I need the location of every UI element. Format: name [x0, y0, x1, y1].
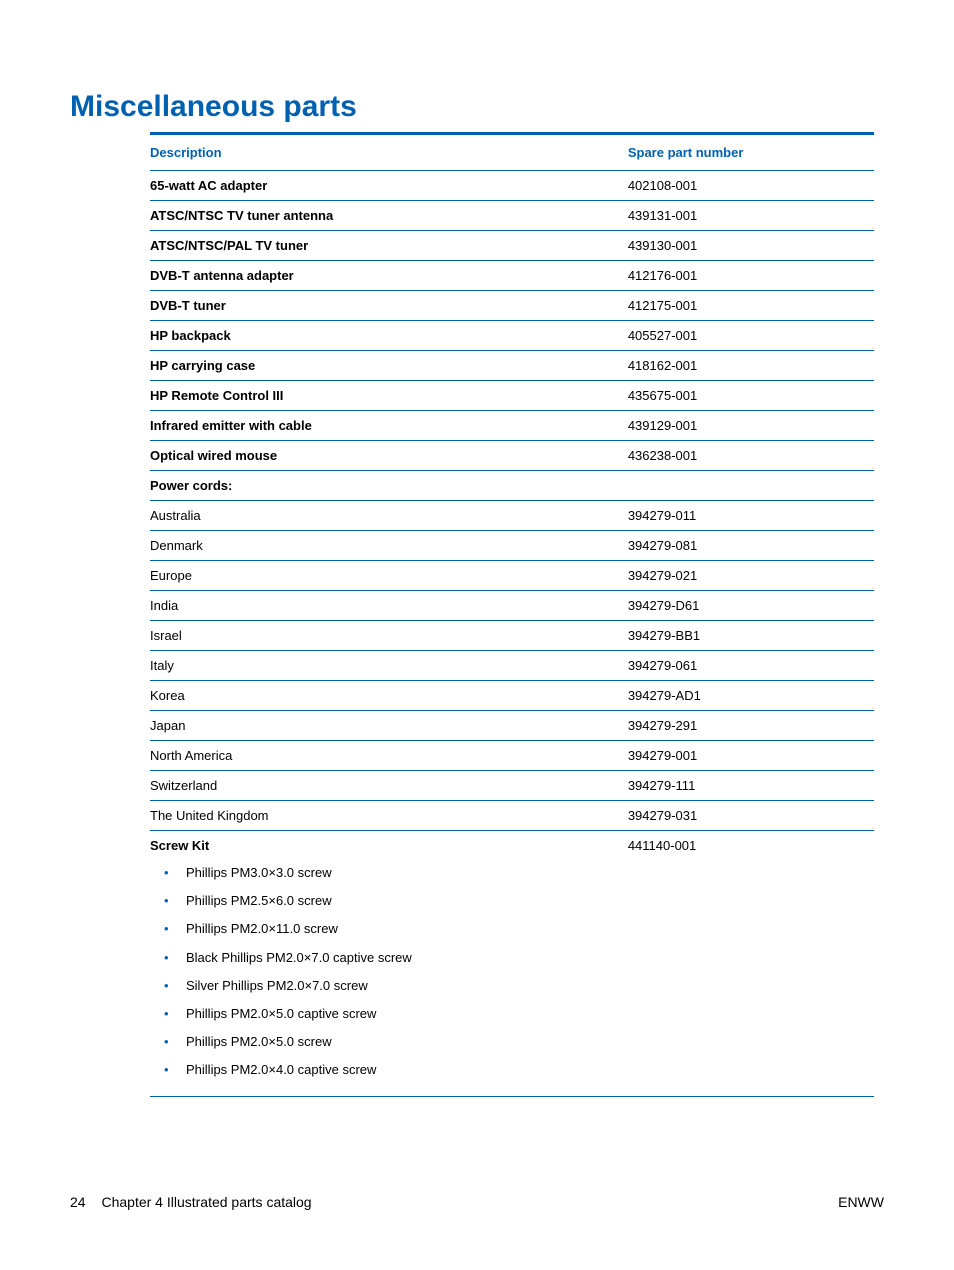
table-row: India394279-D61 [150, 591, 874, 621]
table-row: HP carrying case418162-001 [150, 351, 874, 381]
cell-part-number: 394279-021 [628, 561, 874, 591]
cell-description: Australia [150, 501, 628, 531]
cell-description: Power cords: [150, 471, 628, 501]
parts-table: Description Spare part number 65-watt AC… [150, 132, 874, 1097]
table-row: Italy394279-061 [150, 651, 874, 681]
cell-description: ATSC/NTSC/PAL TV tuner [150, 231, 628, 261]
table-row: ATSC/NTSC TV tuner antenna439131-001 [150, 201, 874, 231]
screw-list-item: Phillips PM2.0×5.0 screw [150, 1028, 622, 1056]
cell-part-number: 439131-001 [628, 201, 874, 231]
cell-part-number: 402108-001 [628, 171, 874, 201]
table-row: Denmark394279-081 [150, 531, 874, 561]
cell-part-number: 405527-001 [628, 321, 874, 351]
cell-part-number: 394279-BB1 [628, 621, 874, 651]
cell-part-number: 394279-081 [628, 531, 874, 561]
table-row: Australia394279-011 [150, 501, 874, 531]
cell-description: Italy [150, 651, 628, 681]
header-description: Description [150, 134, 628, 171]
cell-description: HP carrying case [150, 351, 628, 381]
screw-list: Phillips PM3.0×3.0 screwPhillips PM2.5×6… [150, 859, 622, 1085]
cell-description: DVB-T tuner [150, 291, 628, 321]
cell-description: DVB-T antenna adapter [150, 261, 628, 291]
screw-list-item: Silver Phillips PM2.0×7.0 screw [150, 972, 622, 1000]
cell-part-number: 394279-001 [628, 741, 874, 771]
page-footer: 24 Chapter 4 Illustrated parts catalog E… [70, 1194, 884, 1210]
cell-part-number: 435675-001 [628, 381, 874, 411]
table-row: Korea394279-AD1 [150, 681, 874, 711]
cell-part-number: 436238-001 [628, 441, 874, 471]
footer-right: ENWW [838, 1194, 884, 1210]
table-header-row: Description Spare part number [150, 134, 874, 171]
screw-kit-label: Screw Kit [150, 838, 622, 853]
cell-description: Switzerland [150, 771, 628, 801]
cell-description: 65-watt AC adapter [150, 171, 628, 201]
table-row: Infrared emitter with cable439129-001 [150, 411, 874, 441]
cell-description: HP backpack [150, 321, 628, 351]
cell-part-number: 394279-291 [628, 711, 874, 741]
table-row: Europe394279-021 [150, 561, 874, 591]
cell-description: HP Remote Control III [150, 381, 628, 411]
screw-list-item: Phillips PM2.0×4.0 captive screw [150, 1056, 622, 1084]
cell-part-number: 394279-031 [628, 801, 874, 831]
cell-description: Infrared emitter with cable [150, 411, 628, 441]
cell-part-number: 394279-061 [628, 651, 874, 681]
screw-list-item: Black Phillips PM2.0×7.0 captive screw [150, 944, 622, 972]
cell-description: Denmark [150, 531, 628, 561]
table-row: HP Remote Control III435675-001 [150, 381, 874, 411]
screw-kit-row: Screw KitPhillips PM3.0×3.0 screwPhillip… [150, 831, 874, 1097]
table-row: Israel394279-BB1 [150, 621, 874, 651]
table-row: HP backpack405527-001 [150, 321, 874, 351]
cell-part-number: 412175-001 [628, 291, 874, 321]
cell-part-number: 439129-001 [628, 411, 874, 441]
table-row: Switzerland394279-111 [150, 771, 874, 801]
cell-part-number: 439130-001 [628, 231, 874, 261]
parts-table-wrap: Description Spare part number 65-watt AC… [150, 132, 874, 1097]
cell-description: Optical wired mouse [150, 441, 628, 471]
cell-description: India [150, 591, 628, 621]
screw-list-item: Phillips PM3.0×3.0 screw [150, 859, 622, 887]
screw-list-item: Phillips PM2.0×5.0 captive screw [150, 1000, 622, 1028]
table-row: North America394279-001 [150, 741, 874, 771]
screw-list-item: Phillips PM2.5×6.0 screw [150, 887, 622, 915]
cell-description: Israel [150, 621, 628, 651]
table-row: ATSC/NTSC/PAL TV tuner439130-001 [150, 231, 874, 261]
screw-kit-part-number: 441140-001 [628, 831, 874, 1097]
table-row: 65-watt AC adapter402108-001 [150, 171, 874, 201]
screw-list-item: Phillips PM2.0×11.0 screw [150, 915, 622, 943]
cell-description: Japan [150, 711, 628, 741]
table-row: Optical wired mouse436238-001 [150, 441, 874, 471]
parts-table-body: 65-watt AC adapter402108-001ATSC/NTSC TV… [150, 171, 874, 1097]
table-row: The United Kingdom394279-031 [150, 801, 874, 831]
cell-part-number: 412176-001 [628, 261, 874, 291]
cell-description: Korea [150, 681, 628, 711]
cell-part-number: 394279-111 [628, 771, 874, 801]
cell-part-number: 394279-D61 [628, 591, 874, 621]
cell-description: ATSC/NTSC TV tuner antenna [150, 201, 628, 231]
header-spare-part: Spare part number [628, 134, 874, 171]
cell-description: The United Kingdom [150, 801, 628, 831]
cell-description: Europe [150, 561, 628, 591]
footer-left: 24 Chapter 4 Illustrated parts catalog [70, 1194, 312, 1210]
table-row: DVB-T antenna adapter412176-001 [150, 261, 874, 291]
section-heading: Miscellaneous parts [70, 90, 884, 124]
cell-part-number: 394279-011 [628, 501, 874, 531]
cell-part-number [628, 471, 874, 501]
page-number: 24 [70, 1194, 86, 1210]
table-row: Japan394279-291 [150, 711, 874, 741]
document-page: Miscellaneous parts Description Spare pa… [0, 0, 954, 1270]
table-row: DVB-T tuner412175-001 [150, 291, 874, 321]
table-row: Power cords: [150, 471, 874, 501]
cell-part-number: 418162-001 [628, 351, 874, 381]
cell-description: North America [150, 741, 628, 771]
cell-part-number: 394279-AD1 [628, 681, 874, 711]
screw-kit-cell: Screw KitPhillips PM3.0×3.0 screwPhillip… [150, 831, 628, 1097]
chapter-label: Chapter 4 Illustrated parts catalog [101, 1194, 311, 1210]
